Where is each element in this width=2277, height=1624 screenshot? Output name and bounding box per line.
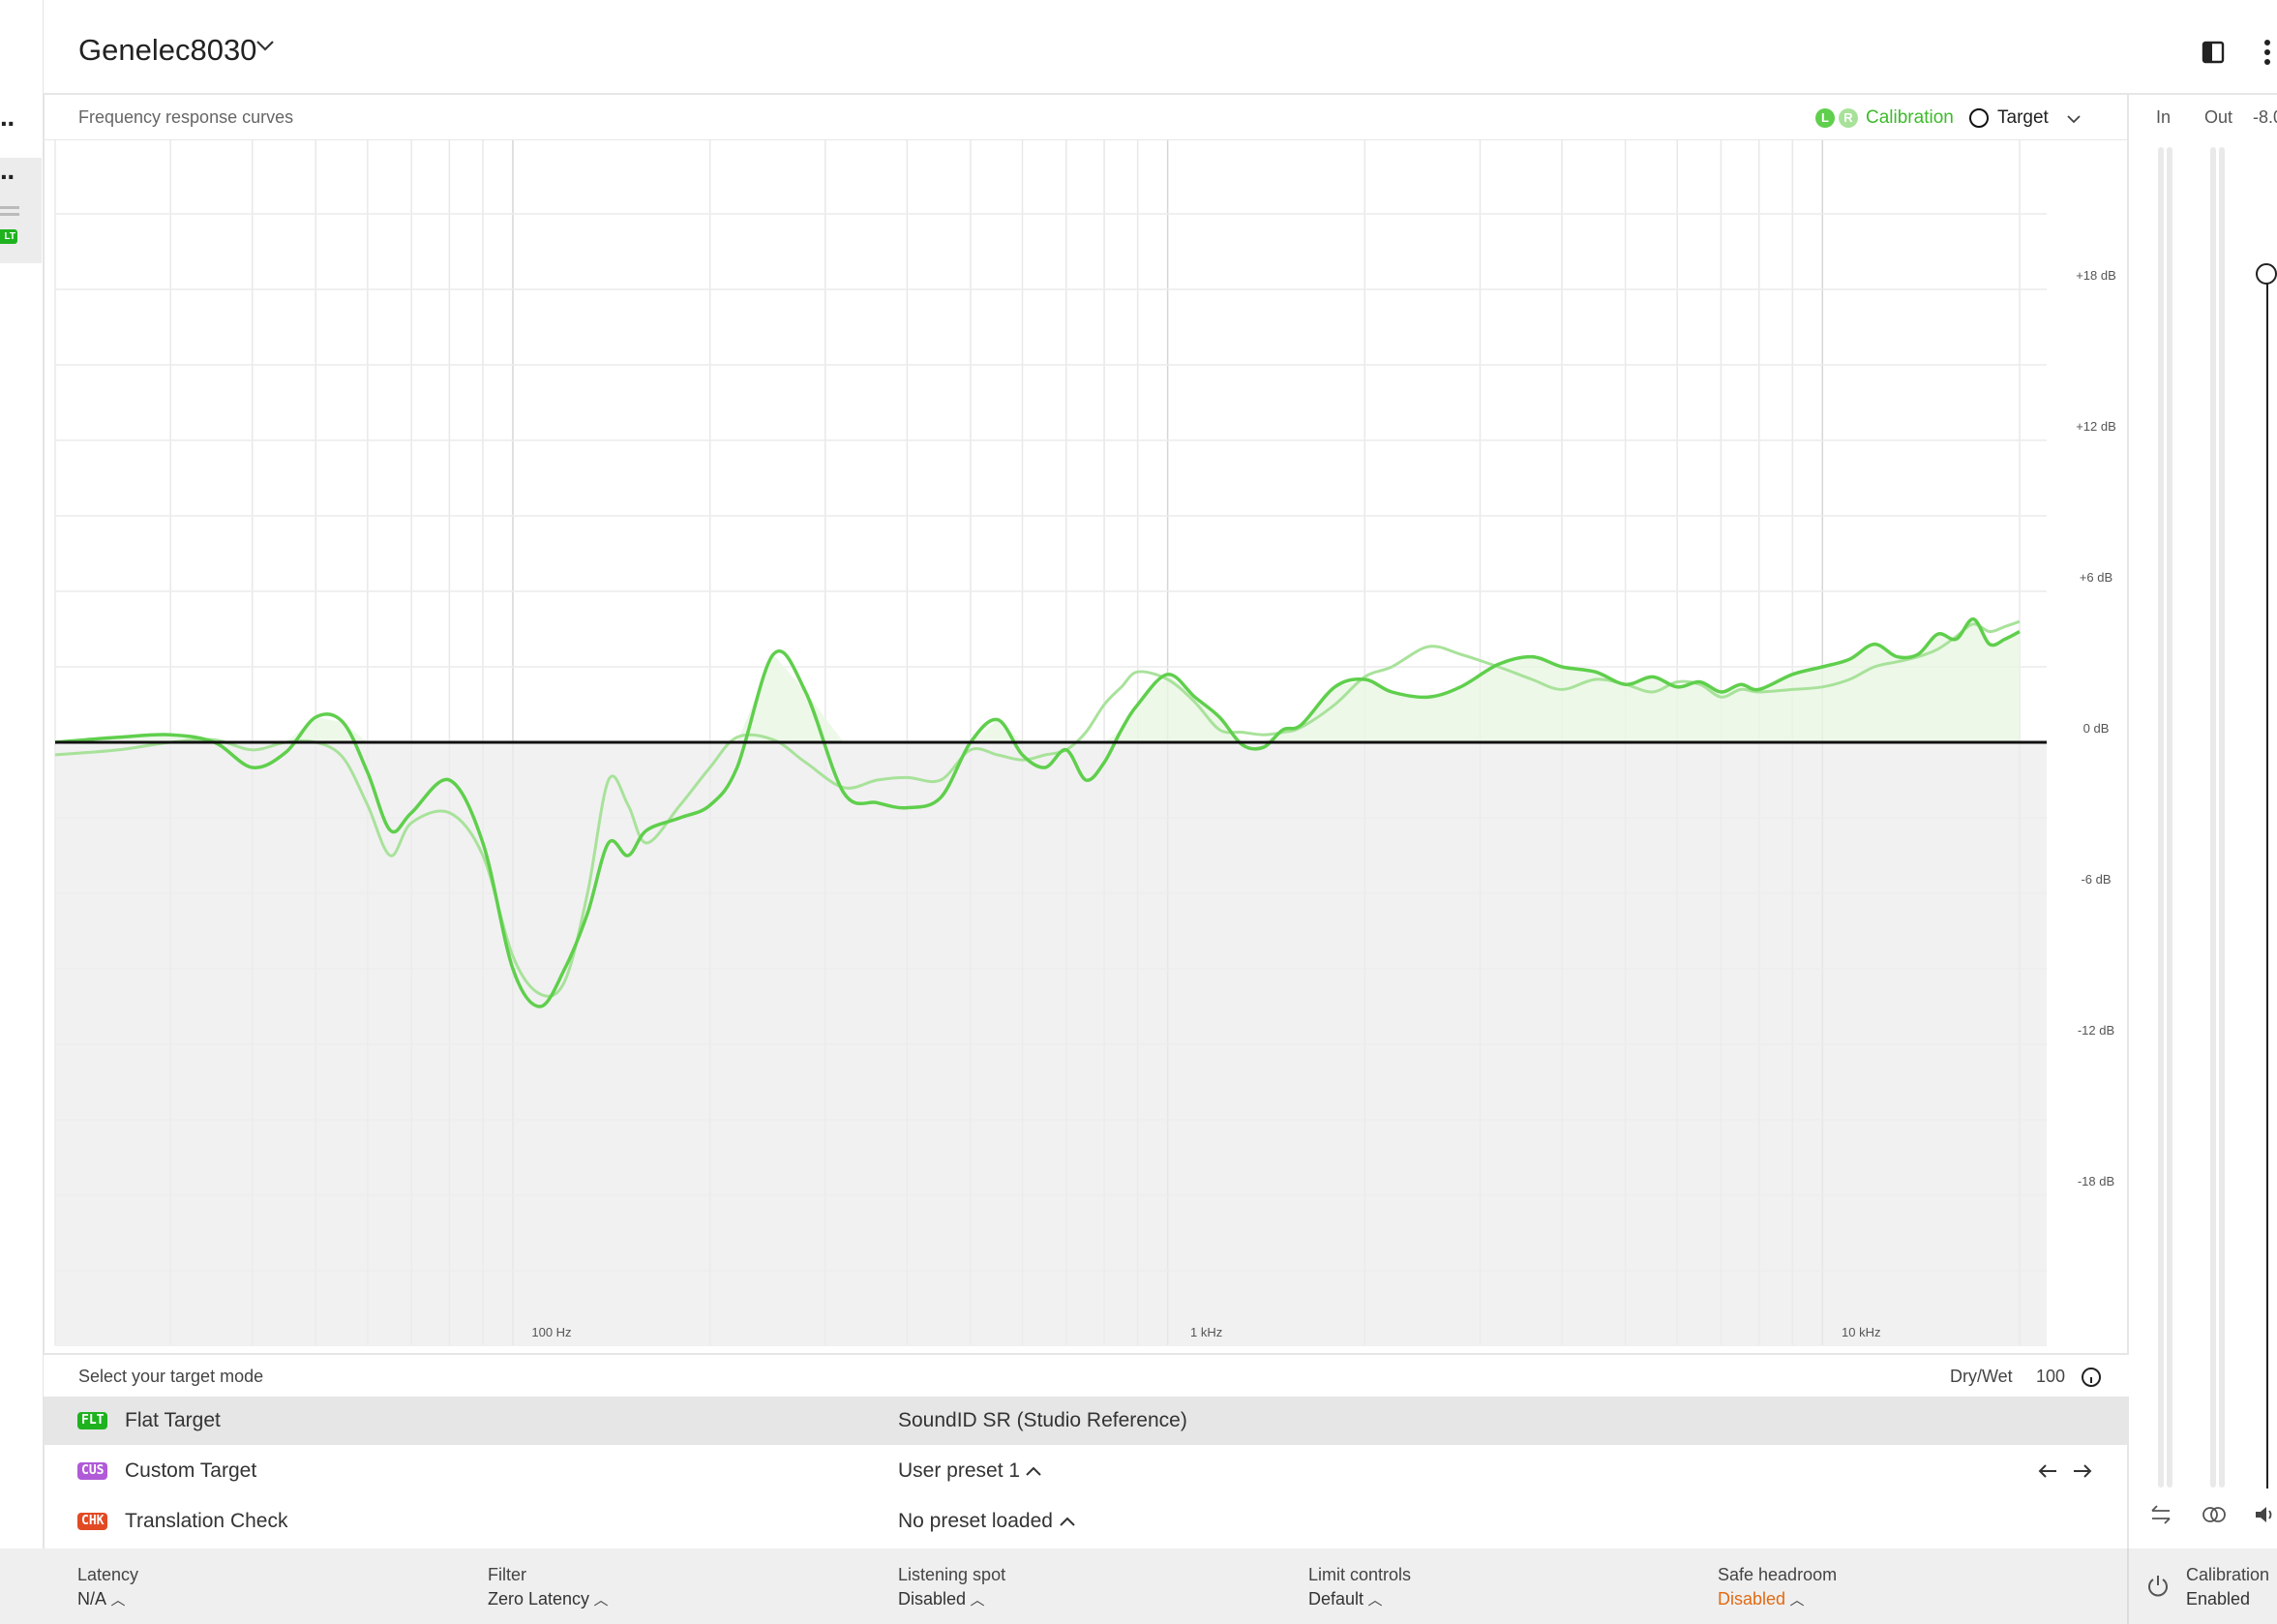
more-icon[interactable]: ··: [0, 162, 16, 192]
sidebar-toggle-icon[interactable]: [2202, 41, 2225, 64]
status-divider: [2127, 1549, 2129, 1624]
status-item-latency[interactable]: Latency N/A ︿: [77, 1565, 138, 1609]
x-tick-label: 1 kHz: [1190, 1325, 1222, 1339]
chevron-down-icon[interactable]: [255, 39, 275, 52]
status-label: Listening spot: [898, 1565, 1006, 1584]
status-item-limit-controls[interactable]: Limit controls Default ︿: [1308, 1565, 1411, 1609]
row-preset-value[interactable]: No preset loaded: [898, 1510, 1053, 1532]
row-label: Custom Target: [125, 1459, 257, 1482]
status-value: Default: [1308, 1589, 1364, 1609]
swap-icon[interactable]: [2148, 1504, 2173, 1525]
handle-line: [0, 213, 19, 216]
device-title[interactable]: Genelec8030: [78, 33, 257, 67]
row-preset-value[interactable]: SoundID SR (Studio Reference): [898, 1409, 1187, 1431]
above-target-fill: [55, 618, 2020, 742]
stereo-link-icon[interactable]: [2201, 1504, 2228, 1525]
arrow-left-icon[interactable]: [2037, 1463, 2058, 1479]
chevron-up-icon[interactable]: [1059, 1516, 1076, 1527]
status-label: Latency: [77, 1565, 139, 1584]
right-meter-panel: In Out -8.0: [2127, 95, 2277, 1549]
status-item-listening-spot[interactable]: Listening spot Disabled ︿: [898, 1565, 1005, 1609]
flt-badge: FLT: [77, 1412, 108, 1429]
gain-slider-handle[interactable]: [2256, 263, 2277, 285]
y-tick-label: -18 dB: [2078, 1174, 2114, 1188]
chart-title: Frequency response curves: [78, 107, 294, 127]
calibration-status[interactable]: Calibration Enabled: [2186, 1565, 2269, 1609]
status-value: Zero Latency: [488, 1589, 590, 1609]
calibration-status-label: Calibration: [2186, 1565, 2270, 1584]
drywet-value[interactable]: 100: [2036, 1367, 2066, 1386]
left-channel-dot[interactable]: L: [1815, 108, 1835, 128]
series-right-line: [54, 619, 2021, 998]
y-tick-label: +6 dB: [2080, 570, 2112, 585]
input-meter-right: [2167, 147, 2172, 1488]
target-ring-icon: [1969, 108, 1989, 128]
speaker-icon[interactable]: [2253, 1504, 2277, 1525]
status-label: Safe headroom: [1718, 1565, 1838, 1584]
chevron-up-icon[interactable]: ︿: [110, 1592, 126, 1609]
sidebar-selected-item[interactable]: ·· LT: [0, 158, 42, 263]
row-preset-value[interactable]: User preset 1: [898, 1459, 1021, 1482]
flt-badge: LT: [0, 229, 17, 244]
row-label: Translation Check: [125, 1510, 288, 1532]
status-value: Disabled: [898, 1589, 967, 1609]
more-icon[interactable]: ··: [0, 108, 16, 138]
input-meter-label: In: [2156, 107, 2172, 127]
target-mode-row-flat[interactable]: FLT Flat Target SoundID SR (Studio Refer…: [44, 1397, 2129, 1445]
top-header: Genelec8030: [44, 0, 2277, 95]
row-label: Flat Target: [125, 1409, 221, 1431]
y-tick-label: -12 dB: [2078, 1023, 2114, 1038]
status-item-safe-headroom[interactable]: Safe headroom Disabled ︿: [1718, 1565, 1837, 1609]
y-tick-label: 0 dB: [2083, 721, 2110, 736]
calibration-legend[interactable]: Calibration: [1866, 107, 1954, 128]
gain-slider-track[interactable]: [2266, 275, 2268, 1489]
cus-badge: CUS: [77, 1462, 108, 1480]
series-left-line: [54, 617, 2021, 1008]
y-tick-label: +18 dB: [2076, 268, 2116, 283]
handle-line: [0, 206, 19, 209]
frequency-response-chart: +18 dB +12 dB +6 dB 0 dB -6 dB -12 dB -18 dB 10…: [54, 140, 2116, 1346]
x-tick-label: 100 Hz: [531, 1325, 571, 1339]
chevron-up-icon[interactable]: ︿: [1789, 1592, 1805, 1609]
chevron-down-icon[interactable]: [2066, 114, 2082, 125]
output-meter-right: [2219, 147, 2225, 1488]
y-tick-label: +12 dB: [2076, 419, 2116, 434]
drywet-label: Dry/Wet: [1950, 1367, 2013, 1386]
chevron-up-icon[interactable]: ︿: [1367, 1592, 1383, 1609]
chevron-up-icon[interactable]: [1025, 1465, 1042, 1477]
status-value: N/A: [77, 1589, 107, 1609]
tick-labels: +18 dB +12 dB +6 dB 0 dB -6 dB -12 dB -18 dB 10…: [531, 268, 2115, 1339]
status-label: Filter: [488, 1565, 526, 1584]
more-vertical-icon[interactable]: [2263, 39, 2271, 66]
target-mode-row-check[interactable]: CHK Translation Check No preset loaded: [44, 1497, 2129, 1546]
chart-header: Frequency response curves L R Calibratio…: [44, 95, 2129, 140]
chevron-up-icon[interactable]: ︿: [593, 1592, 609, 1609]
below-target-fill: [55, 742, 2047, 1346]
x-tick-label: 10 kHz: [1842, 1325, 1880, 1339]
status-value-warning: Disabled: [1718, 1589, 1786, 1609]
target-mode-row-custom[interactable]: CUS Custom Target User preset 1: [44, 1447, 2129, 1495]
input-meter-left: [2158, 147, 2164, 1488]
output-meter-left: [2210, 147, 2216, 1488]
status-bar: Latency N/A ︿ Filter Zero Latency ︿ List…: [0, 1549, 2277, 1624]
drywet-knob-icon[interactable]: [2081, 1367, 2102, 1388]
target-legend[interactable]: Target: [1997, 107, 2049, 128]
chevron-up-icon[interactable]: ︿: [970, 1592, 985, 1609]
status-item-filter[interactable]: Filter Zero Latency ︿: [488, 1565, 609, 1609]
target-mode-header: Select your target mode Dry/Wet 100: [44, 1353, 2129, 1398]
y-tick-label: -6 dB: [2081, 872, 2111, 887]
arrow-right-icon[interactable]: [2072, 1463, 2093, 1479]
power-icon[interactable]: [2146, 1574, 2170, 1599]
right-channel-dot[interactable]: R: [1839, 108, 1858, 128]
series-layer: [54, 617, 2047, 1008]
output-meter-label: Out: [2204, 107, 2233, 127]
calibration-status-value: Enabled: [2186, 1589, 2251, 1609]
status-label: Limit controls: [1308, 1565, 1412, 1584]
target-mode-title: Select your target mode: [78, 1367, 264, 1386]
chk-badge: CHK: [77, 1513, 108, 1530]
gain-value[interactable]: -8.0: [2253, 107, 2277, 127]
